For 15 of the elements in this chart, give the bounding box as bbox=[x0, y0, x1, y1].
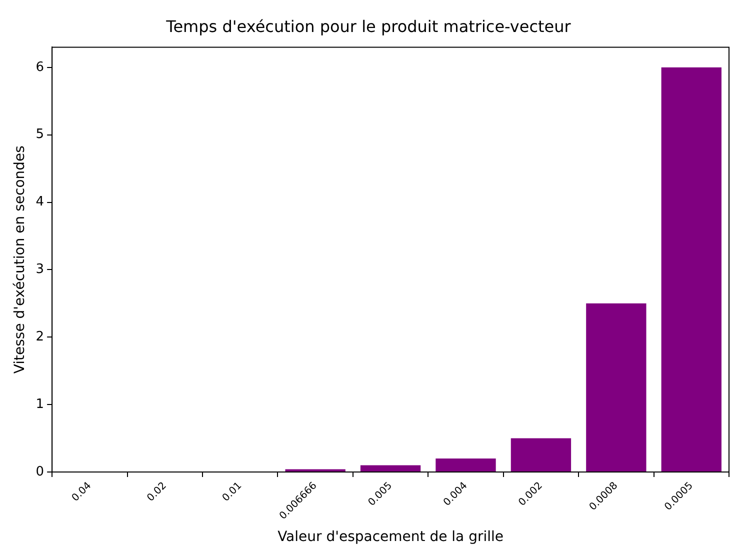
y-tick-label: 3 bbox=[36, 262, 44, 278]
chart-title: Temps d'exécution pour le produit matrice-vecteur bbox=[165, 16, 572, 36]
bar bbox=[510, 438, 572, 472]
y-tick-label: 2 bbox=[36, 330, 44, 344]
bar bbox=[586, 303, 646, 472]
bar bbox=[661, 67, 722, 472]
bar bbox=[436, 458, 496, 472]
y-tick-label: 0 bbox=[36, 464, 44, 480]
y-tick-label: 5 bbox=[36, 127, 44, 142]
y-axis-title: Vitesse d'exécution en secondes bbox=[12, 146, 28, 374]
x-axis-title: Valeur d'espacement de la grille bbox=[278, 529, 504, 546]
y-tick-label: 4 bbox=[36, 194, 44, 210]
y-tick-label: 1 bbox=[36, 396, 44, 412]
y-tick-label: 6 bbox=[36, 60, 44, 75]
bar bbox=[360, 465, 421, 472]
